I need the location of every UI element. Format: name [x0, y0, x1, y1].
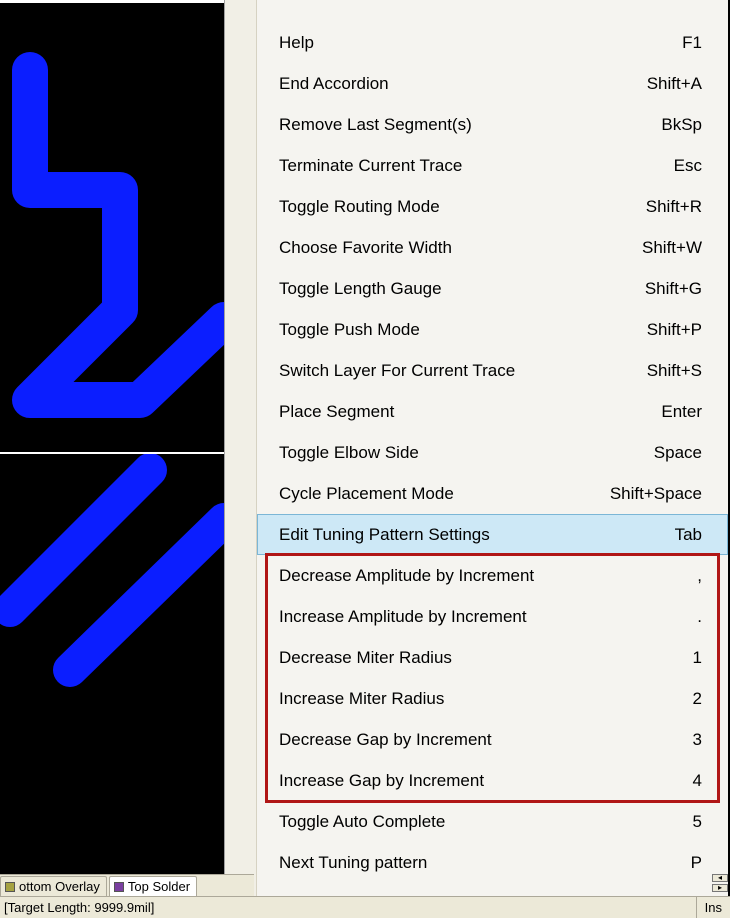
menu-item[interactable]: Increase Amplitude by Increment.: [257, 596, 728, 637]
menu-item[interactable]: Place Segment Enter: [257, 391, 728, 432]
menu-item-label: Next Tuning pattern: [279, 853, 427, 873]
menu-item-label: Toggle Auto Complete: [279, 812, 445, 832]
menu-item-shortcut: Tab: [675, 525, 702, 545]
menu-item-shortcut: Shift+G: [645, 279, 702, 299]
menu-item-label: Remove Last Segment(s): [279, 115, 472, 135]
menu-item-label: Toggle Push Mode: [279, 320, 420, 340]
menu-item[interactable]: Edit Tuning Pattern Settings Tab: [257, 514, 728, 555]
menu-item-shortcut: 4: [693, 771, 702, 791]
menu-item-label: Place Segment: [279, 402, 394, 422]
menu-item-shortcut: Shift+R: [646, 197, 702, 217]
tab-scroll-controls: ◂ ▸: [712, 874, 728, 892]
menu-item-shortcut: Enter: [661, 402, 702, 422]
menu-item-label: Help: [279, 33, 314, 53]
menu-item[interactable]: Decrease Miter Radius 1: [257, 637, 728, 678]
menu-item[interactable]: Toggle Routing Mode Shift+R: [257, 186, 728, 227]
menu-item-shortcut: 5: [693, 812, 702, 832]
menu-item[interactable]: Switch Layer For Current Trace Shift+S: [257, 350, 728, 391]
screenshot-root: { "menu": { "background_color": "#f5f4f0…: [0, 0, 730, 918]
layer-color-swatch: [5, 882, 15, 892]
menu-item-label: Terminate Current Trace: [279, 156, 462, 176]
menu-item-shortcut: 3: [693, 730, 702, 750]
menu-item-label: Toggle Routing Mode: [279, 197, 440, 217]
menu-item[interactable]: Decrease Amplitude by Increment,: [257, 555, 728, 596]
layer-tab-label: ottom Overlay: [19, 879, 100, 894]
pcb-canvas[interactable]: [0, 0, 224, 873]
layer-tab-top-solder[interactable]: Top Solder: [109, 876, 197, 896]
menu-item[interactable]: Toggle Push Mode Shift+P: [257, 309, 728, 350]
menu-item[interactable]: Increase Gap by Increment 4: [257, 760, 728, 801]
menu-item-label: Decrease Miter Radius: [279, 648, 452, 668]
menu-item-shortcut: BkSp: [661, 115, 702, 135]
menu-item-label: Decrease Gap by Increment: [279, 730, 492, 750]
menu-item-label: Increase Miter Radius: [279, 689, 444, 709]
layer-tab-strip[interactable]: ottom Overlay Top Solder: [0, 874, 254, 896]
menu-item[interactable]: End Accordion Shift+A: [257, 63, 728, 104]
menu-item-shortcut: Shift+A: [647, 74, 702, 94]
menu-item[interactable]: Decrease Gap by Increment 3: [257, 719, 728, 760]
menu-item-shortcut: F1: [682, 33, 702, 53]
menu-item[interactable]: Choose Favorite Width Shift+W: [257, 227, 728, 268]
menu-item-shortcut: Shift+P: [647, 320, 702, 340]
layer-tab-bottom-overlay[interactable]: ottom Overlay: [0, 876, 107, 896]
menu-item-shortcut: Shift+S: [647, 361, 702, 381]
menu-item-label: Switch Layer For Current Trace: [279, 361, 515, 381]
menu-item[interactable]: Toggle Elbow Side Space: [257, 432, 728, 473]
menu-item-label: Increase Gap by Increment: [279, 771, 484, 791]
menu-item-shortcut: Space: [654, 443, 702, 463]
context-menu: Help F1 End Accordion Shift+A Remove Last Se…: [224, 0, 728, 918]
menu-item-shortcut: Esc: [674, 156, 702, 176]
context-menu-items: Help F1 End Accordion Shift+A Remove Last Se…: [257, 0, 728, 918]
menu-item-shortcut: P: [691, 853, 702, 873]
menu-item-shortcut: 2: [693, 689, 702, 709]
menu-item-label: Cycle Placement Mode: [279, 484, 454, 504]
pcb-trace-svg: [0, 0, 224, 873]
menu-item[interactable]: Remove Last Segment(s) BkSp: [257, 104, 728, 145]
menu-item-label: Toggle Elbow Side: [279, 443, 419, 463]
menu-item-label: Edit Tuning Pattern Settings: [279, 525, 490, 545]
menu-item-shortcut: 1: [693, 648, 702, 668]
menu-item-label: End Accordion: [279, 74, 389, 94]
status-bar: [Target Length: 9999.9mil] Ins: [0, 896, 730, 918]
tab-scroll-right-icon[interactable]: ▸: [712, 884, 728, 892]
layer-tab-label: Top Solder: [128, 879, 190, 894]
menu-item[interactable]: Increase Miter Radius 2: [257, 678, 728, 719]
status-target-length: [Target Length: 9999.9mil]: [4, 900, 154, 915]
context-menu-gutter: [225, 0, 257, 918]
canvas-horizontal-divider: [0, 452, 224, 454]
menu-item-shortcut: Shift+Space: [610, 484, 702, 504]
menu-item[interactable]: Help F1: [257, 22, 728, 63]
menu-item-label: Decrease Amplitude by Increment: [279, 566, 534, 586]
menu-item[interactable]: Next Tuning pattern P: [257, 842, 728, 883]
menu-item-shortcut: .: [697, 607, 702, 627]
menu-item-shortcut: ,: [697, 566, 702, 586]
status-insert-mode: Ins: [696, 897, 730, 918]
menu-item-shortcut: Shift+W: [642, 238, 702, 258]
menu-item[interactable]: Toggle Auto Complete 5: [257, 801, 728, 842]
menu-item[interactable]: Cycle Placement Mode Shift+Space: [257, 473, 728, 514]
menu-item-label: Choose Favorite Width: [279, 238, 452, 258]
tab-scroll-left-icon[interactable]: ◂: [712, 874, 728, 882]
menu-item[interactable]: Terminate Current Trace Esc: [257, 145, 728, 186]
menu-item[interactable]: Toggle Length Gauge Shift+G: [257, 268, 728, 309]
menu-item-label: Increase Amplitude by Increment: [279, 607, 527, 627]
layer-color-swatch: [114, 882, 124, 892]
menu-item-label: Toggle Length Gauge: [279, 279, 442, 299]
